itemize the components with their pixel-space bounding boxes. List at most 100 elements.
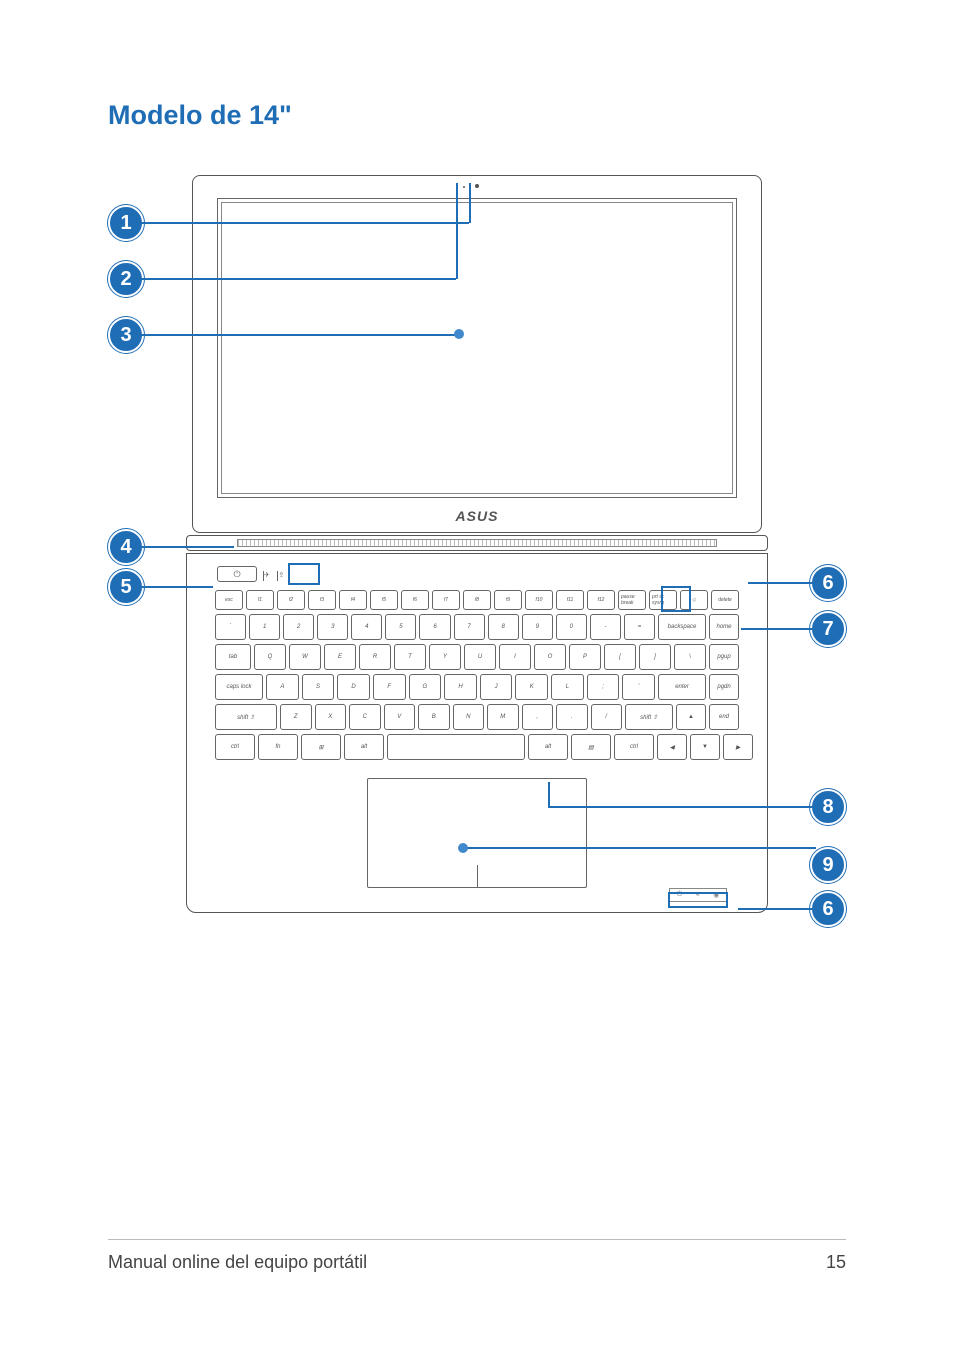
key: f8 [463, 590, 491, 610]
key: M [487, 704, 519, 730]
key: ⊞ [301, 734, 341, 760]
key: A [266, 674, 299, 700]
callout-3: 3 [108, 317, 144, 353]
key: P [569, 644, 601, 670]
key-row: `1234567890-=backspacehome [215, 614, 739, 640]
key: S [302, 674, 335, 700]
key-row: shift ⇧ZXCVBNM,./shift ⇧▲end [215, 704, 739, 730]
key: home [709, 614, 739, 640]
section-heading: Modelo de 14" [108, 100, 846, 131]
key: pgup [709, 644, 739, 670]
key: esc [215, 590, 243, 610]
touchpad [367, 778, 587, 888]
indicator-icon: ✈ [263, 571, 271, 581]
leader-dot [458, 843, 468, 853]
key: enter [658, 674, 706, 700]
key: Z [280, 704, 312, 730]
leader-line [548, 806, 816, 808]
power-button: ⏻ [217, 566, 257, 582]
key: 2 [283, 614, 314, 640]
key: pgdn [709, 674, 739, 700]
key: ] [639, 644, 671, 670]
key: f2 [277, 590, 305, 610]
key: O [534, 644, 566, 670]
key: f6 [401, 590, 429, 610]
key: f7 [432, 590, 460, 610]
key: [ [604, 644, 636, 670]
leader-line [738, 908, 816, 910]
figure-laptop-14in: ASUS ⏻ ✈ ⇪ escf1f2f3f4f5f6f7f8f9f10f11f1… [108, 165, 846, 955]
key: f12 [587, 590, 615, 610]
key: f1 [246, 590, 274, 610]
key: X [315, 704, 347, 730]
leader-line [141, 278, 456, 280]
key: 7 [454, 614, 485, 640]
key: - [590, 614, 621, 640]
key: 4 [351, 614, 382, 640]
callout-4: 4 [108, 529, 144, 565]
key: W [289, 644, 321, 670]
leader-line [463, 847, 816, 849]
key: V [384, 704, 416, 730]
footer-rule [108, 1239, 846, 1240]
key: Y [429, 644, 461, 670]
callout-9: 9 [810, 847, 846, 883]
key: 5 [385, 614, 416, 640]
laptop-lid: ASUS [192, 175, 762, 533]
key: 0 [556, 614, 587, 640]
key: caps lock [215, 674, 263, 700]
key: . [556, 704, 588, 730]
key: J [480, 674, 513, 700]
key: ▤ [571, 734, 611, 760]
key: f11 [556, 590, 584, 610]
leader-line [141, 222, 469, 224]
keyboard: escf1f2f3f4f5f6f7f8f9f10f11f12pause brea… [215, 590, 739, 766]
key: alt [528, 734, 568, 760]
key [387, 734, 525, 760]
laptop-hinge [186, 535, 768, 551]
callout-2: 2 [108, 261, 144, 297]
key: \ [674, 644, 706, 670]
key: 9 [522, 614, 553, 640]
key: ▶ [723, 734, 753, 760]
key: 8 [488, 614, 519, 640]
key: tab [215, 644, 251, 670]
key: 6 [419, 614, 450, 640]
leader-line [141, 334, 459, 336]
key: T [394, 644, 426, 670]
key: E [324, 644, 356, 670]
leader-line [548, 782, 550, 807]
key: end [709, 704, 739, 730]
key: H [444, 674, 477, 700]
key: alt [344, 734, 384, 760]
key: G [409, 674, 442, 700]
key: Q [254, 644, 286, 670]
key: f10 [525, 590, 553, 610]
page-number: 15 [826, 1252, 846, 1273]
camera-dot [475, 184, 479, 188]
key: pause break [618, 590, 646, 610]
callout-5: 5 [108, 569, 144, 605]
mic-dot [463, 186, 465, 188]
key: = [624, 614, 655, 640]
key: F [373, 674, 406, 700]
footer-title: Manual online del equipo portátil [108, 1252, 367, 1273]
leader-line [469, 183, 471, 223]
key: C [349, 704, 381, 730]
key: U [464, 644, 496, 670]
indicator-icon: ⇪ [277, 571, 285, 581]
key: ; [587, 674, 620, 700]
leader-line [748, 582, 816, 584]
key: ▼ [690, 734, 720, 760]
leader-line [456, 183, 458, 279]
key: f9 [494, 590, 522, 610]
leader-line [141, 546, 234, 548]
key: ctrl [215, 734, 255, 760]
leader-line [141, 586, 213, 588]
key-row: caps lockASDFGHJKL;'enterpgdn [215, 674, 739, 700]
callout-target [668, 892, 728, 908]
key: ' [622, 674, 655, 700]
key: ◀ [657, 734, 687, 760]
leader-dot [454, 329, 464, 339]
key-row: tabQWERTYUIOP[]\pgup [215, 644, 739, 670]
